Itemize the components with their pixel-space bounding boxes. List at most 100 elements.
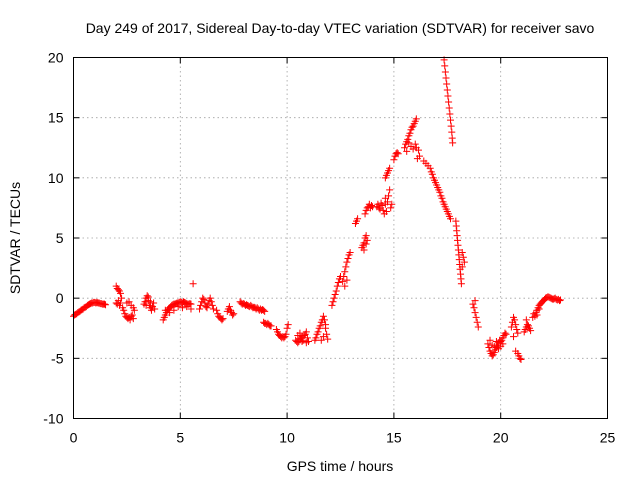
data-point — [100, 300, 108, 308]
data-point — [280, 334, 288, 342]
data-point — [166, 309, 174, 317]
data-point — [446, 110, 454, 118]
axis-ticks: 0 5 10 15 20 25 -10 -5 0 5 10 15 20 — [43, 50, 615, 446]
data-point — [170, 306, 178, 314]
data-point — [443, 86, 451, 94]
data-point — [460, 258, 468, 266]
data-point — [116, 299, 124, 307]
data-point — [474, 323, 482, 331]
data-point — [416, 152, 424, 160]
data-point — [449, 139, 457, 147]
data-point — [386, 186, 394, 194]
data-point — [436, 188, 444, 196]
data-point — [513, 325, 521, 333]
data-point — [142, 301, 150, 309]
data-point — [459, 253, 467, 261]
data-point — [401, 144, 409, 152]
data-point — [147, 306, 155, 314]
data-point — [161, 306, 169, 314]
data-point — [469, 300, 477, 308]
data-point — [490, 342, 498, 350]
data-point — [343, 276, 351, 284]
data-point — [332, 287, 340, 295]
data-point — [187, 305, 195, 313]
data-point — [394, 150, 402, 158]
data-point — [151, 305, 159, 313]
data-point — [206, 294, 214, 302]
data-point — [378, 202, 386, 210]
data-point — [261, 307, 269, 315]
data-point — [316, 322, 324, 330]
data-point — [438, 194, 446, 202]
data-point — [488, 352, 496, 360]
data-point — [501, 329, 509, 337]
data-point — [344, 254, 352, 262]
data-point — [517, 356, 525, 364]
data-point — [381, 194, 389, 202]
data-point — [507, 323, 515, 331]
data-point — [362, 240, 370, 248]
data-point — [207, 298, 215, 306]
data-point — [473, 318, 481, 326]
y-tick-label: 5 — [56, 230, 64, 246]
data-point — [441, 62, 449, 70]
data-point — [408, 123, 416, 131]
x-tick-label: 10 — [279, 430, 295, 446]
data-point — [340, 273, 348, 281]
data-point — [303, 334, 311, 342]
data-point — [362, 232, 370, 240]
data-point — [267, 322, 275, 330]
data-point — [527, 327, 535, 335]
data-point — [367, 202, 375, 210]
data-point — [386, 164, 394, 172]
data-point — [492, 337, 500, 345]
data-point — [114, 286, 122, 294]
data-point — [442, 74, 450, 82]
x-axis-label: GPS time / hours — [287, 458, 394, 474]
data-point — [447, 116, 455, 124]
data-point — [428, 170, 436, 178]
data-point — [312, 334, 320, 342]
data-point — [445, 104, 453, 112]
data-point — [333, 282, 341, 290]
data-point — [363, 236, 371, 244]
data-point — [126, 316, 134, 324]
x-tick-label: 0 — [70, 430, 78, 446]
data-point — [128, 311, 136, 319]
data-point — [511, 316, 519, 324]
data-point — [200, 295, 208, 303]
data-point — [150, 299, 158, 307]
data-point — [196, 305, 204, 313]
data-point — [523, 321, 531, 329]
data-point — [443, 80, 451, 88]
data-point — [178, 304, 186, 312]
data-point — [219, 315, 227, 323]
data-point — [130, 306, 138, 314]
data-point — [334, 279, 342, 287]
data-point — [486, 336, 494, 344]
data-point — [379, 206, 387, 214]
data-point — [471, 309, 479, 317]
data-point — [218, 316, 226, 324]
y-tick-label: 0 — [56, 290, 64, 306]
y-tick-label: -10 — [43, 411, 63, 427]
data-point — [471, 297, 479, 305]
data-point — [409, 145, 417, 153]
x-tick-label: 5 — [176, 430, 184, 446]
data-point — [183, 303, 191, 311]
data-point — [116, 289, 124, 297]
data-point — [320, 316, 328, 324]
data-point — [225, 303, 233, 311]
data-point — [129, 315, 137, 323]
data-point — [522, 316, 530, 324]
y-tick-label: 15 — [48, 110, 64, 126]
data-point — [354, 215, 362, 223]
data-point — [230, 310, 238, 318]
data-point — [426, 164, 434, 172]
data-point — [441, 68, 449, 76]
data-point — [314, 328, 322, 336]
data-point — [284, 321, 292, 329]
y-tick-label: 20 — [48, 50, 64, 66]
